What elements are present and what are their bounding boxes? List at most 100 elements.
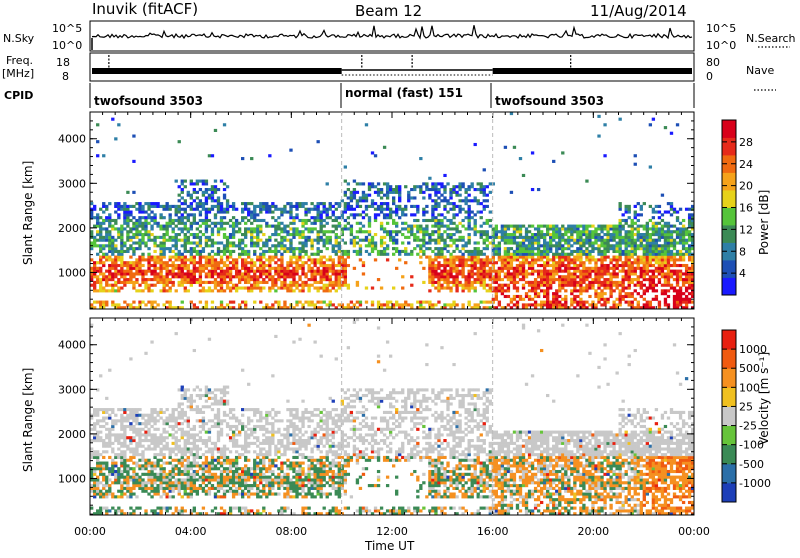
heatmap-cell bbox=[510, 241, 513, 244]
heatmap-cell bbox=[516, 286, 519, 289]
heatmap-cell bbox=[114, 478, 117, 481]
heatmap-cell bbox=[649, 233, 652, 236]
heatmap-cell bbox=[356, 222, 359, 225]
heatmap-cell bbox=[658, 303, 661, 306]
heatmap-cell bbox=[464, 278, 467, 281]
heatmap-cell bbox=[132, 436, 135, 439]
heatmap-cell bbox=[117, 476, 120, 479]
heatmap-cell bbox=[664, 261, 667, 264]
heatmap-cell bbox=[685, 295, 688, 298]
heatmap-cell bbox=[555, 270, 558, 273]
heatmap-cell bbox=[419, 191, 422, 194]
heatmap-cell bbox=[455, 289, 458, 292]
heatmap-cell bbox=[150, 408, 153, 411]
heatmap-cell bbox=[159, 411, 162, 414]
heatmap-cell bbox=[153, 453, 156, 456]
heatmap-cell bbox=[667, 225, 670, 228]
heatmap-cell bbox=[132, 450, 135, 453]
heatmap-cell bbox=[652, 241, 655, 244]
heatmap-cell bbox=[619, 233, 622, 236]
heatmap-cell bbox=[664, 264, 667, 267]
heatmap-cell bbox=[573, 261, 576, 264]
heatmap-cell bbox=[597, 286, 600, 289]
heatmap-cell bbox=[150, 447, 153, 450]
heatmap-cell bbox=[622, 286, 625, 289]
heatmap-cell bbox=[377, 213, 380, 216]
heatmap-cell bbox=[268, 205, 271, 208]
heatmap-cell bbox=[135, 272, 138, 275]
heatmap-cell bbox=[600, 298, 603, 301]
heatmap-cell bbox=[120, 433, 123, 436]
heatmap-cell bbox=[468, 256, 471, 259]
heatmap-cell bbox=[634, 298, 637, 301]
heatmap-cell bbox=[640, 208, 643, 211]
heatmap-cell bbox=[129, 428, 132, 431]
heatmap-cell bbox=[603, 278, 606, 281]
heatmap-cell bbox=[628, 295, 631, 298]
heatmap-cell bbox=[132, 447, 135, 450]
heatmap-cell bbox=[567, 227, 570, 230]
heatmap-cell bbox=[386, 244, 389, 247]
heatmap-cell bbox=[434, 303, 437, 306]
heatmap-cell bbox=[181, 230, 184, 233]
heatmap-cell bbox=[178, 216, 181, 219]
heatmap-cell bbox=[440, 270, 443, 273]
heatmap-cell bbox=[606, 247, 609, 250]
heatmap-cell bbox=[612, 301, 615, 304]
heatmap-cell bbox=[603, 154, 606, 157]
heatmap-cell bbox=[637, 247, 640, 250]
heatmap-cell bbox=[181, 258, 184, 261]
heatmap-cell bbox=[362, 211, 365, 214]
heatmap-cell bbox=[141, 233, 144, 236]
heatmap-cell bbox=[546, 264, 549, 267]
heatmap-cell bbox=[301, 272, 304, 275]
heatmap-cell bbox=[274, 267, 277, 270]
heatmap-cell bbox=[156, 462, 159, 465]
heatmap-cell bbox=[600, 275, 603, 278]
heatmap-cell bbox=[223, 216, 226, 219]
heatmap-cell bbox=[159, 278, 162, 281]
heatmap-cell bbox=[531, 289, 534, 292]
heatmap-cell bbox=[304, 275, 307, 278]
heatmap-cell bbox=[585, 247, 588, 250]
heatmap-cell bbox=[220, 216, 223, 219]
heatmap-cell bbox=[661, 256, 664, 259]
heatmap-cell bbox=[214, 222, 217, 225]
heatmap-cell bbox=[631, 244, 634, 247]
heatmap-cell bbox=[93, 208, 96, 211]
heatmap-cell bbox=[413, 233, 416, 236]
heatmap-cell bbox=[123, 487, 126, 490]
heatmap-cell bbox=[464, 250, 467, 253]
heatmap-cell bbox=[455, 270, 458, 273]
heatmap-cell bbox=[199, 278, 202, 281]
heatmap-cell bbox=[304, 202, 307, 205]
heatmap-cell bbox=[434, 272, 437, 275]
heatmap-cell bbox=[615, 225, 618, 228]
heatmap-cell bbox=[437, 281, 440, 284]
heatmap-cell bbox=[688, 236, 691, 239]
heatmap-cell bbox=[676, 278, 679, 281]
heatmap-cell bbox=[111, 470, 114, 473]
heatmap-cell bbox=[108, 278, 111, 281]
heatmap-cell bbox=[144, 303, 147, 306]
heatmap-cell bbox=[658, 222, 661, 225]
heatmap-cell bbox=[117, 303, 120, 306]
heatmap-cell bbox=[341, 303, 344, 306]
heatmap-cell bbox=[138, 264, 141, 267]
heatmap-cell bbox=[114, 303, 117, 306]
heatmap-cell bbox=[235, 289, 238, 292]
heatmap-cell bbox=[640, 205, 643, 208]
heatmap-cell bbox=[105, 484, 108, 487]
y-tick-label: 4000 bbox=[58, 133, 86, 146]
heatmap-cell bbox=[474, 281, 477, 284]
heatmap-cell bbox=[489, 286, 492, 289]
heatmap-cell bbox=[280, 286, 283, 289]
heatmap-cell bbox=[241, 216, 244, 219]
heatmap-cell bbox=[117, 286, 120, 289]
heatmap-cell bbox=[147, 278, 150, 281]
heatmap-cell bbox=[606, 250, 609, 253]
heatmap-cell bbox=[392, 188, 395, 191]
heatmap-cell bbox=[341, 253, 344, 256]
heatmap-cell bbox=[102, 275, 105, 278]
heatmap-cell bbox=[271, 211, 274, 214]
